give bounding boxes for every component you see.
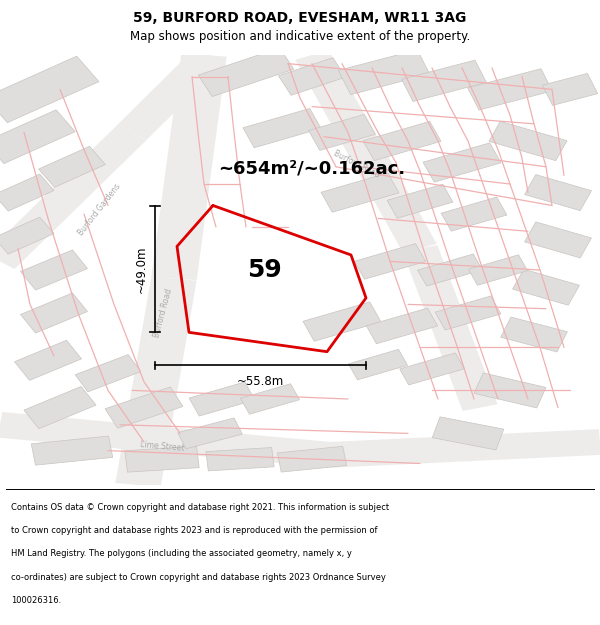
Text: ~49.0m: ~49.0m xyxy=(135,245,148,292)
Polygon shape xyxy=(542,73,598,106)
Polygon shape xyxy=(241,384,299,414)
Polygon shape xyxy=(308,114,376,151)
Polygon shape xyxy=(115,277,197,487)
Polygon shape xyxy=(524,222,592,258)
Polygon shape xyxy=(0,412,332,468)
Polygon shape xyxy=(0,217,54,254)
Polygon shape xyxy=(14,340,82,381)
Polygon shape xyxy=(178,418,242,449)
Polygon shape xyxy=(418,254,482,286)
Polygon shape xyxy=(151,53,227,280)
Polygon shape xyxy=(403,245,497,411)
Polygon shape xyxy=(363,121,441,161)
Text: ~654m²/~0.162ac.: ~654m²/~0.162ac. xyxy=(218,160,406,178)
Text: co-ordinates) are subject to Crown copyright and database rights 2023 Ordnance S: co-ordinates) are subject to Crown copyr… xyxy=(11,572,386,581)
Polygon shape xyxy=(367,308,437,344)
Polygon shape xyxy=(243,109,321,148)
Polygon shape xyxy=(206,448,274,471)
Text: Burford Gardens: Burford Gardens xyxy=(76,182,122,238)
Polygon shape xyxy=(125,446,199,472)
Polygon shape xyxy=(321,173,399,213)
Polygon shape xyxy=(189,382,255,416)
Polygon shape xyxy=(500,317,568,352)
Polygon shape xyxy=(423,143,501,182)
Text: Burford Road: Burford Road xyxy=(152,288,174,338)
Polygon shape xyxy=(20,250,88,290)
Polygon shape xyxy=(20,293,88,333)
Polygon shape xyxy=(329,429,600,468)
Polygon shape xyxy=(435,296,501,330)
Text: ~55.8m: ~55.8m xyxy=(237,375,284,388)
Text: HM Land Registry. The polygons (including the associated geometry, namely x, y: HM Land Registry. The polygons (includin… xyxy=(11,549,352,558)
Text: Burford Road: Burford Road xyxy=(332,149,382,180)
Polygon shape xyxy=(31,436,113,465)
Polygon shape xyxy=(402,60,486,101)
Polygon shape xyxy=(198,48,294,96)
Polygon shape xyxy=(432,417,504,450)
Polygon shape xyxy=(277,446,347,472)
Text: 59, BURFORD ROAD, EVESHAM, WR11 3AG: 59, BURFORD ROAD, EVESHAM, WR11 3AG xyxy=(133,11,467,25)
Polygon shape xyxy=(469,255,527,285)
Polygon shape xyxy=(387,184,453,218)
Polygon shape xyxy=(524,174,592,211)
Polygon shape xyxy=(0,174,54,211)
Polygon shape xyxy=(468,69,552,110)
Polygon shape xyxy=(75,354,141,392)
Polygon shape xyxy=(512,269,580,305)
Polygon shape xyxy=(303,302,381,341)
Polygon shape xyxy=(0,56,99,122)
Text: Map shows position and indicative extent of the property.: Map shows position and indicative extent… xyxy=(130,30,470,43)
Polygon shape xyxy=(474,373,546,408)
Polygon shape xyxy=(441,197,507,231)
Text: Contains OS data © Crown copyright and database right 2021. This information is : Contains OS data © Crown copyright and d… xyxy=(11,503,389,512)
Text: 59: 59 xyxy=(247,258,281,282)
Polygon shape xyxy=(38,146,106,188)
Text: to Crown copyright and database rights 2023 and is reproduced with the permissio: to Crown copyright and database rights 2… xyxy=(11,526,377,535)
Text: 100026316.: 100026316. xyxy=(11,596,61,604)
Polygon shape xyxy=(118,48,224,140)
Polygon shape xyxy=(105,387,183,428)
Polygon shape xyxy=(0,125,146,269)
Text: Lime Street: Lime Street xyxy=(140,440,184,452)
Polygon shape xyxy=(24,386,96,429)
Polygon shape xyxy=(338,50,430,94)
Polygon shape xyxy=(489,121,567,161)
Polygon shape xyxy=(0,110,75,164)
Polygon shape xyxy=(349,349,407,380)
Polygon shape xyxy=(278,58,346,96)
Polygon shape xyxy=(400,353,464,385)
Polygon shape xyxy=(355,244,425,279)
Polygon shape xyxy=(295,50,437,253)
